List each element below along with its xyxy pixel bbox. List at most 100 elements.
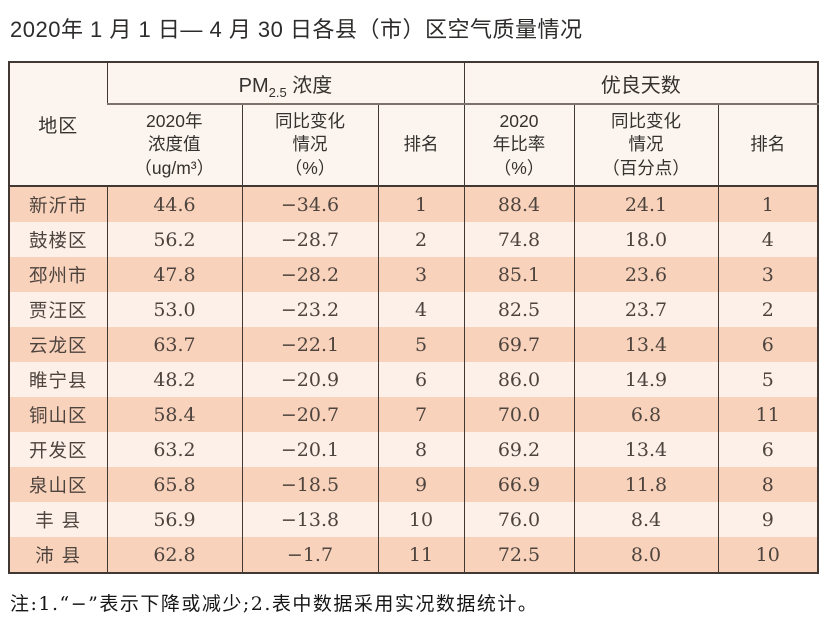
table-row: 开发区 63.2 −20.1 8 69.2 13.4 6 [9, 432, 819, 467]
good-change-cell: 23.6 [573, 257, 718, 292]
good-ratio-cell: 69.7 [463, 327, 574, 362]
good-rank-cell: 10 [717, 537, 819, 573]
air-quality-table: 地区 PM2.5 浓度 优良天数 2020年 浓度值 （ug/m³） 同比变化 … [8, 61, 820, 574]
table-row: 邳州市 47.8 −28.2 3 85.1 23.6 3 [9, 257, 819, 292]
region-cell: 贾汪区 [28, 300, 88, 322]
table-row: 泉山区 65.8 −18.5 9 66.9 11.8 8 [9, 467, 819, 502]
table-row: 沛 县 62.8 −1.7 11 72.5 8.0 10 [9, 537, 819, 573]
pm-value-cell: 56.9 [106, 502, 242, 537]
pm-change-cell: −28.7 [241, 222, 378, 257]
good-ratio-cell: 76.0 [463, 502, 574, 537]
region-cell: 云龙区 [28, 335, 88, 357]
pm-value-cell: 62.8 [106, 537, 242, 573]
pm-value-cell: 63.7 [106, 327, 242, 362]
good-ratio-cell: 70.0 [463, 397, 574, 432]
pm-change-cell: −13.8 [241, 502, 378, 537]
region-cell: 铜山区 [28, 405, 88, 427]
pm-change-cell: −18.5 [241, 467, 378, 502]
pm-change-cell: −34.6 [241, 186, 378, 222]
pm-change-cell: −1.7 [241, 537, 378, 573]
pm-change-cell: −28.2 [241, 257, 378, 292]
pm-rank-cell: 3 [377, 257, 464, 292]
good-change-cell: 13.4 [573, 432, 718, 467]
page-title: 2020年 1 月 1 日— 4 月 30 日各县（市）区空气质量情况 [10, 17, 583, 42]
good-rank-cell: 8 [717, 467, 819, 502]
column-header-region: 地区 [9, 62, 107, 187]
table-row: 云龙区 63.7 −22.1 5 69.7 13.4 6 [9, 327, 819, 362]
pm-value-cell: 63.2 [106, 432, 242, 467]
pm-rank-cell: 1 [377, 186, 464, 222]
pm-value-cell: 47.8 [106, 257, 242, 292]
pm-rank-cell: 9 [377, 467, 464, 502]
good-change-cell: 23.7 [573, 292, 718, 327]
pm-change-cell: −20.7 [241, 397, 378, 432]
good-ratio-cell: 69.2 [463, 432, 574, 467]
pm-value-cell: 48.2 [106, 362, 242, 397]
pm-rank-cell: 5 [377, 327, 464, 362]
region-cell: 丰 县 [35, 510, 82, 532]
region-cell: 沛 县 [35, 545, 82, 567]
pm-rank-cell: 2 [377, 222, 464, 257]
good-ratio-cell: 86.0 [463, 362, 574, 397]
good-change-cell: 8.4 [573, 502, 718, 537]
region-cell: 睢宁县 [28, 370, 88, 392]
good-rank-cell: 4 [717, 222, 819, 257]
region-cell: 邳州市 [28, 265, 88, 287]
good-rank-cell: 5 [717, 362, 819, 397]
good-change-cell: 11.8 [573, 467, 718, 502]
group-header-good-days: 优良天数 [463, 62, 819, 105]
good-ratio-cell: 72.5 [463, 537, 574, 573]
good-rank-cell: 3 [717, 257, 819, 292]
good-rank-cell: 6 [717, 327, 819, 362]
column-header-pm-change: 同比变化 情况 （%） [241, 104, 378, 187]
good-rank-cell: 11 [717, 397, 819, 432]
footnote: 注:1.“−”表示下降或减少;2.表中数据采用实况数据统计。 [10, 593, 539, 615]
pm-change-cell: −20.1 [241, 432, 378, 467]
table-row: 贾汪区 53.0 −23.2 4 82.5 23.7 2 [9, 292, 819, 327]
good-change-cell: 8.0 [573, 537, 718, 573]
pm25-label-prefix: PM [238, 74, 269, 97]
column-header-good-rank: 排名 [717, 104, 819, 187]
pm-rank-cell: 10 [377, 502, 464, 537]
sub-header-row: 2020年 浓度值 （ug/m³） 同比变化 情况 （%） 排名 2020 年比… [9, 104, 819, 187]
column-header-good-ratio: 2020 年比率 （%） [463, 104, 574, 187]
pm-rank-cell: 7 [377, 397, 464, 432]
pm-change-cell: −23.2 [241, 292, 378, 327]
good-ratio-cell: 82.5 [463, 292, 574, 327]
good-change-cell: 14.9 [573, 362, 718, 397]
table-row: 睢宁县 48.2 −20.9 6 86.0 14.9 5 [9, 362, 819, 397]
group-header-row: 地区 PM2.5 浓度 优良天数 [9, 62, 819, 187]
table-row: 新沂市 44.6 −34.6 1 88.4 24.1 1 [9, 186, 819, 222]
pm-rank-cell: 4 [377, 292, 464, 327]
region-cell: 新沂市 [28, 195, 88, 217]
pm-change-cell: −20.9 [241, 362, 378, 397]
group-header-pm25: PM2.5 浓度 [106, 62, 464, 105]
pm25-label-subscript: 2.5 [268, 84, 287, 100]
good-change-cell: 24.1 [573, 186, 718, 222]
region-cell: 泉山区 [28, 475, 88, 497]
good-rank-cell: 1 [717, 186, 819, 222]
pm-change-cell: −22.1 [241, 327, 378, 362]
good-change-cell: 6.8 [573, 397, 718, 432]
pm-rank-cell: 8 [377, 432, 464, 467]
table-row: 铜山区 58.4 −20.7 7 70.0 6.8 11 [9, 397, 819, 432]
pm-rank-cell: 11 [377, 537, 464, 573]
pm-value-cell: 44.6 [106, 186, 242, 222]
column-header-pm-value: 2020年 浓度值 （ug/m³） [107, 104, 242, 187]
pm25-label-suffix: 浓度 [286, 74, 333, 97]
good-change-cell: 13.4 [573, 327, 718, 362]
table-body: 新沂市 44.6 −34.6 1 88.4 24.1 1 鼓楼区 56.2 −2… [9, 186, 819, 573]
region-cell: 开发区 [28, 440, 88, 462]
table-row: 鼓楼区 56.2 −28.7 2 74.8 18.0 4 [9, 222, 819, 257]
good-ratio-cell: 88.4 [463, 186, 574, 222]
column-header-good-change: 同比变化 情况 （百分点） [573, 104, 718, 187]
pm-value-cell: 65.8 [106, 467, 242, 502]
table-header: 地区 PM2.5 浓度 优良天数 2020年 浓度值 （ug/m³） 同比变化 … [9, 62, 819, 187]
table-row: 丰 县 56.9 −13.8 10 76.0 8.4 9 [9, 502, 819, 537]
good-ratio-cell: 66.9 [463, 467, 574, 502]
pm-value-cell: 56.2 [106, 222, 242, 257]
good-change-cell: 18.0 [573, 222, 718, 257]
region-cell: 鼓楼区 [28, 230, 88, 252]
good-rank-cell: 6 [717, 432, 819, 467]
